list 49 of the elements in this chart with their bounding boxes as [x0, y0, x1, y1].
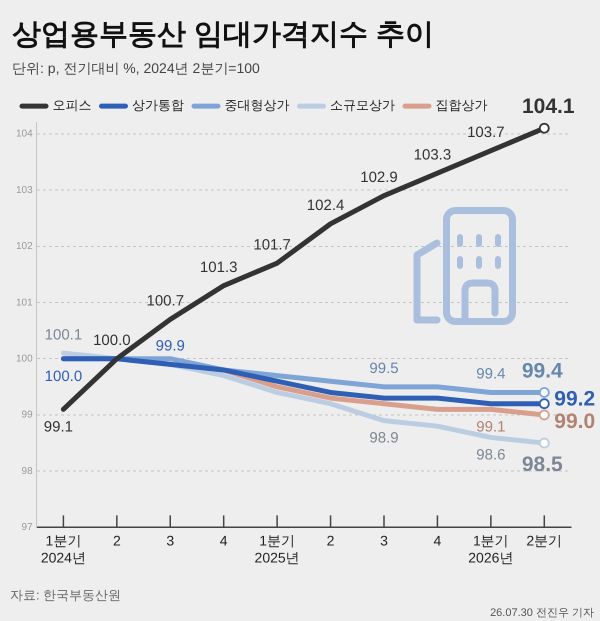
data-label: 103.3 [414, 146, 452, 164]
data-label: 99.5 [369, 360, 399, 377]
x-tick-label: 4 [220, 532, 228, 549]
y-tick-label: 98 [22, 466, 34, 477]
legend-label: 중대형상가 [224, 98, 290, 113]
data-label: 101.7 [253, 236, 291, 254]
data-label: 98.5 [522, 452, 564, 476]
x-tick-label: 3 [166, 532, 174, 549]
data-label: 100.0 [44, 368, 82, 385]
x-tick-label: 3 [380, 532, 388, 549]
y-tick-label: 102 [16, 241, 34, 252]
x-tick-label: 2 [326, 532, 335, 549]
data-label: 100.0 [93, 332, 131, 349]
y-tick-label: 103 [16, 184, 34, 196]
data-label: 99.4 [522, 359, 564, 382]
data-label: 99.2 [554, 388, 596, 411]
y-tick-label: 97 [22, 522, 34, 534]
y-tick-label: 101 [16, 297, 34, 308]
data-label: 100.7 [146, 292, 184, 310]
legend-label: 소규모상가 [330, 98, 395, 113]
y-tick-label: 104 [16, 128, 34, 140]
x-tick-label: 4 [434, 532, 442, 549]
x-tick-label: 1분기 2024년 [40, 532, 86, 566]
x-tick-label: 1분기 2025년 [254, 532, 300, 566]
data-label: 98.6 [476, 446, 506, 464]
data-label: 98.9 [369, 430, 399, 447]
legend-label: 오피스 [52, 98, 92, 113]
data-label: 99.1 [44, 418, 73, 436]
data-label: 99.1 [476, 418, 506, 436]
data-label: 99.4 [476, 366, 506, 383]
text: 자료: 한국부동산원 [10, 588, 122, 603]
chart-subtitle: 단위: p, 전기대비 %, 2024년 2분기=100 [12, 60, 260, 76]
data-label: 100.1 [44, 326, 82, 344]
legend-label: 상가통합 [132, 98, 184, 113]
data-label: 103.7 [467, 124, 505, 141]
data-label: 102.9 [360, 168, 398, 186]
data-label: 101.3 [200, 258, 238, 276]
x-tick-label: 2 [112, 532, 121, 549]
x-tick-label: 2분기 [526, 532, 562, 549]
y-tick-label: 99 [22, 410, 34, 421]
chart-title: 상업용부동산 임대가격지수 추이 [12, 18, 434, 50]
data-label: 99.9 [156, 337, 185, 354]
data-label: 102.4 [306, 196, 344, 214]
data-label: 99.0 [554, 410, 596, 433]
data-label: 104.1 [522, 95, 575, 118]
y-tick-label: 100 [16, 353, 34, 364]
text: 26.07.30 전진우 기자 [490, 607, 594, 620]
x-tick-label: 1분기 2026년 [468, 532, 514, 566]
legend-label: 집합상가 [436, 98, 488, 113]
